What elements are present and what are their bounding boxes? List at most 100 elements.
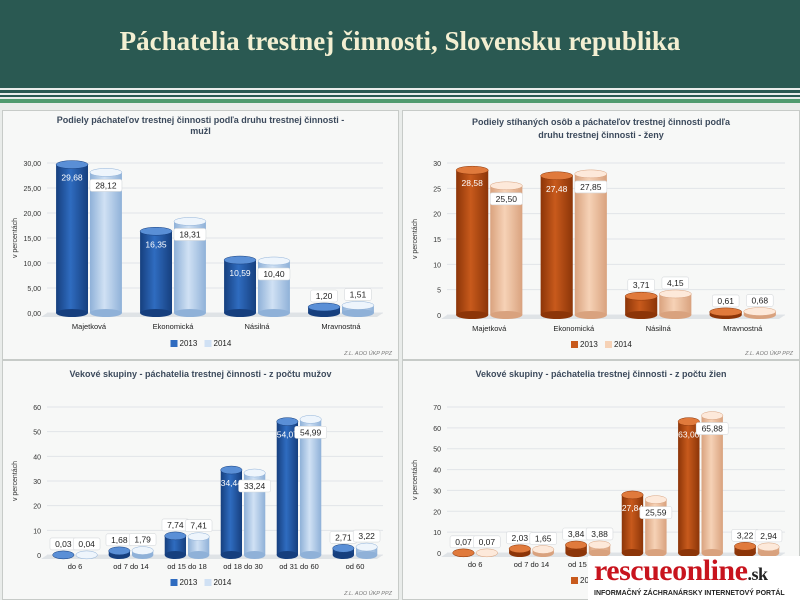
y-tick-label: 10,00 (23, 261, 41, 268)
data-label: 29,68 (61, 173, 83, 183)
x-tick-label: Násilná (646, 324, 672, 333)
bar-base (140, 309, 172, 317)
data-label-box (627, 278, 655, 292)
bar-body (224, 260, 256, 313)
bar-base (276, 551, 298, 559)
data-label: 16,35 (145, 239, 167, 249)
legend-swatch (605, 341, 612, 348)
y-tick-label: 0 (37, 553, 41, 560)
x-tick-label: Násilná (244, 322, 270, 331)
data-label-box (490, 192, 523, 206)
bar-body (701, 415, 723, 553)
data-label: 3,71 (633, 280, 650, 290)
bar-base (625, 311, 658, 319)
data-label: 0,07 (455, 537, 472, 547)
bar-body (56, 164, 88, 313)
chart-title: Vekové skupiny - páchatelia trestnej čin… (475, 369, 726, 379)
y-tick-label: 5 (437, 288, 441, 295)
y-tick-label: 70 (433, 405, 441, 412)
bar-body (678, 421, 700, 553)
data-label: 27,84 (622, 503, 644, 513)
bar-top (299, 415, 322, 424)
data-label: 1,68 (111, 535, 128, 545)
header-stripe (0, 95, 800, 97)
bar-base (588, 549, 611, 557)
data-label-box (529, 532, 557, 545)
legend-label: 2014 (614, 340, 632, 349)
y-tick-label: 10 (433, 530, 441, 537)
bar-base (300, 551, 322, 559)
bar-base (220, 551, 242, 559)
data-label-box (746, 294, 774, 307)
bar-body (276, 421, 298, 555)
y-tick-label: 0,00 (27, 311, 41, 318)
legend-swatch (204, 340, 212, 347)
bar-base (56, 309, 88, 317)
data-label: 0,04 (78, 539, 95, 549)
x-tick-label: Mravnostná (321, 322, 361, 331)
data-label: 0,61 (717, 296, 734, 306)
y-tick-label: 30 (33, 479, 41, 486)
bar-body (621, 494, 644, 553)
rescueonline-logo: rescueonline.sk INFORMAČNÝ ZÁCHRANÁRSKY … (588, 554, 800, 600)
y-tick-label: 20,00 (23, 211, 41, 218)
bar-top (243, 468, 266, 478)
y-tick-label: 0 (437, 551, 441, 558)
bar-top (757, 542, 780, 552)
x-tick-label: do 6 (68, 562, 83, 571)
page-title: Páchatelia trestnej činnosti, Slovensku … (119, 26, 681, 56)
bar-top (455, 165, 489, 175)
bar-top (677, 417, 700, 426)
chart-men-crime-type: Podiely páchateľov trestnej činnosti pod… (12, 115, 393, 357)
bar-base (701, 549, 723, 557)
data-label: 54,07 (277, 430, 299, 440)
bar-base (490, 311, 523, 319)
logo-text: rescueonline.sk (594, 554, 768, 588)
bar-top (75, 550, 98, 560)
y-tick-label: 50 (33, 430, 41, 437)
legend-swatch (170, 340, 178, 347)
y-tick-label: 30,00 (23, 161, 41, 168)
bar-top (588, 540, 611, 550)
y-tick-label: 60 (33, 405, 41, 412)
bar-base (332, 551, 354, 559)
bar-top (55, 160, 89, 169)
bar-top (89, 168, 123, 177)
y-tick-label: 10 (33, 528, 41, 535)
y-tick-label: 25 (433, 186, 441, 193)
bar-body (456, 170, 489, 315)
chart-floor (441, 315, 785, 319)
chart-title: Podiely páchateľov trestnej činnosti pod… (57, 115, 344, 125)
bar-body (574, 173, 607, 315)
bar-base (734, 549, 756, 557)
bar-base (565, 549, 587, 557)
bar-base (356, 551, 378, 559)
data-label: 0,03 (55, 539, 72, 549)
data-label: 1,65 (535, 534, 552, 544)
y-axis-label: v percentách (12, 461, 19, 501)
bar-base (224, 309, 256, 317)
legend-label: 2014 (214, 578, 232, 587)
chart-source: Z.L. AOO ÚKP PPZ (744, 350, 794, 357)
chart-women-crime-type: Podiely stíhaných osôb a páchateľov tres… (412, 117, 794, 357)
data-label-box (72, 537, 101, 551)
bar-base (678, 549, 700, 557)
bar-top (621, 490, 644, 500)
chart-title: druhu trestnej činnosti - ženy (538, 130, 664, 140)
y-axis-label: v percentách (12, 218, 19, 258)
y-tick-label: 25,00 (23, 186, 41, 193)
bar-body (90, 172, 122, 313)
bar-base (244, 551, 266, 559)
chart-source: Z.L. AOO ÚKP PPZ (343, 350, 393, 357)
x-tick-label: do 6 (468, 560, 483, 569)
bar-top (532, 545, 555, 554)
bar-top (355, 542, 378, 552)
bar-top (131, 546, 154, 555)
bar-top (540, 171, 574, 181)
data-label: 10,40 (263, 269, 285, 279)
bar-top (734, 542, 757, 551)
bar-top (187, 532, 210, 541)
bar-top (223, 255, 257, 265)
data-label: 3,84 (568, 529, 585, 539)
data-label: 3,22 (737, 530, 754, 540)
